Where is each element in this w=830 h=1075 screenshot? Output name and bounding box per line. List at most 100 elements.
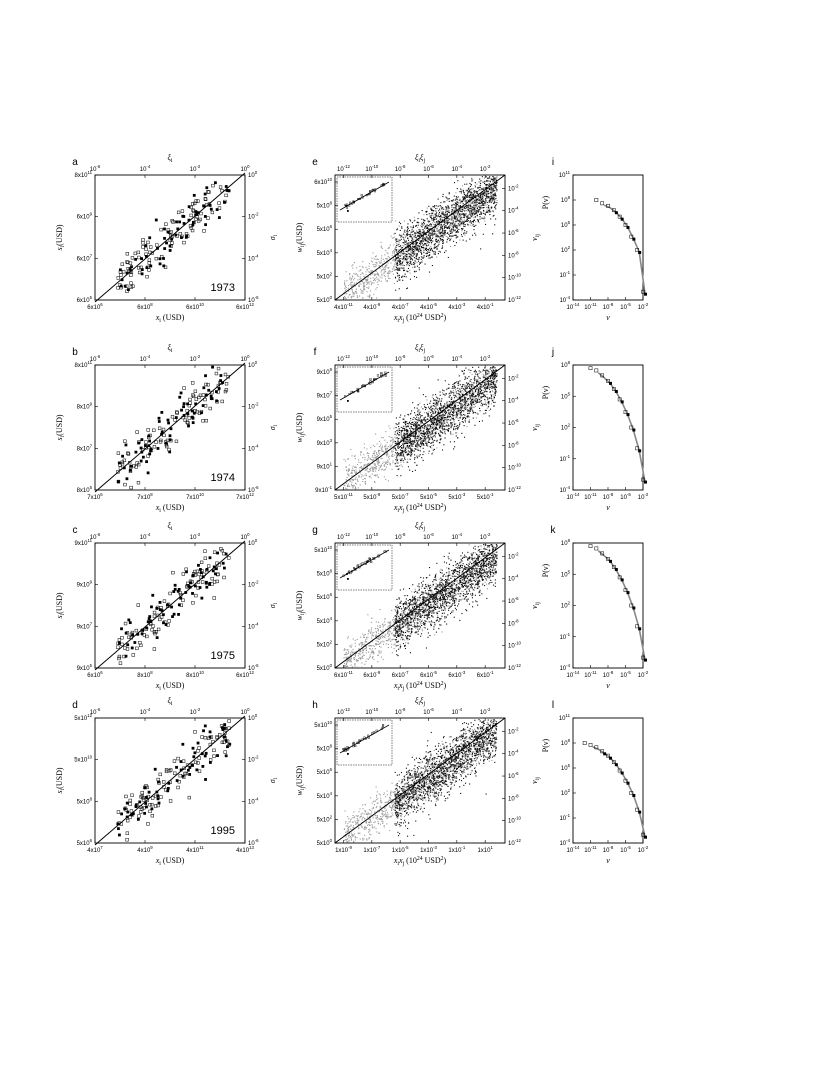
top-tick-label: 100 — [240, 164, 250, 173]
data-point — [455, 396, 457, 398]
data-point — [413, 253, 415, 255]
data-point — [464, 403, 466, 405]
data-point — [360, 288, 362, 290]
data-point — [368, 295, 370, 297]
data-point — [408, 246, 410, 248]
panel-c: c19756x10610-68x10810-48x101010-26x10121… — [55, 521, 279, 692]
data-point — [492, 197, 494, 199]
data-point — [482, 197, 484, 199]
data-point — [462, 203, 464, 205]
data-point — [436, 241, 439, 243]
data-point — [429, 225, 431, 228]
data-point — [438, 416, 440, 418]
data-point — [379, 262, 381, 264]
data-point — [494, 187, 496, 189]
data-point — [437, 253, 439, 255]
data-point — [400, 234, 402, 236]
data-point — [208, 406, 212, 411]
data-point — [383, 464, 385, 466]
data-point — [415, 445, 417, 448]
data-point — [487, 207, 489, 209]
data-point — [151, 796, 155, 800]
data-point — [431, 241, 433, 244]
data-point — [362, 297, 364, 299]
data-point — [486, 407, 488, 409]
data-point — [450, 231, 452, 233]
y-tick-label: 5x106 — [317, 224, 333, 233]
data-point — [489, 380, 491, 382]
data-point — [168, 434, 172, 438]
data-point — [406, 421, 408, 423]
data-point — [478, 199, 480, 202]
data-point — [376, 273, 378, 275]
data-point — [403, 269, 405, 271]
data-point — [375, 262, 377, 264]
data-point — [130, 646, 134, 650]
data-point — [423, 247, 425, 249]
data-point — [347, 284, 350, 287]
top-axis-label: ξi — [167, 696, 172, 707]
x-axis-label: xixj (1024 USD2) — [393, 313, 447, 324]
data-point — [474, 207, 476, 209]
data-point — [458, 410, 461, 412]
data-point — [412, 433, 414, 436]
data-point — [486, 193, 488, 195]
data-point — [442, 213, 444, 215]
x-tick-label: 7x1012 — [236, 492, 254, 501]
data-point — [431, 423, 433, 425]
data-point — [466, 401, 469, 403]
data-point — [176, 756, 180, 761]
x-tick-label: 8x1010 — [186, 670, 204, 679]
data-point — [434, 244, 436, 246]
data-point — [464, 400, 466, 403]
data-point — [494, 224, 496, 226]
data-point — [423, 431, 425, 433]
data-point — [381, 450, 383, 452]
data-point — [355, 476, 357, 478]
data-point — [344, 298, 346, 300]
data-point — [437, 428, 439, 430]
data-point — [453, 400, 455, 402]
data-point — [343, 459, 345, 461]
data-point — [227, 726, 231, 730]
data-point — [416, 231, 418, 233]
data-point — [212, 596, 216, 600]
data-point — [408, 422, 411, 424]
data-point — [369, 272, 372, 274]
data-point — [366, 269, 368, 271]
data-point — [410, 246, 412, 248]
data-point — [471, 392, 473, 394]
x-tick-label: 4x10-11 — [334, 302, 354, 311]
data-point — [357, 275, 359, 277]
data-point — [162, 780, 166, 784]
data-point — [416, 255, 418, 257]
data-point — [408, 248, 410, 250]
data-point — [410, 226, 412, 228]
data-point — [436, 235, 438, 237]
data-point — [205, 585, 209, 589]
top-tick-label: 10-6 — [90, 164, 101, 173]
data-point — [371, 269, 373, 272]
data-point — [467, 188, 469, 190]
data-point — [359, 265, 361, 267]
data-point — [435, 218, 437, 220]
data-point — [440, 408, 442, 410]
data-point — [464, 198, 466, 200]
data-point — [458, 426, 460, 428]
data-point — [457, 213, 459, 215]
data-point — [446, 221, 448, 223]
data-point — [440, 220, 442, 222]
data-point — [436, 256, 438, 258]
data-point — [486, 383, 488, 385]
data-point — [431, 422, 433, 424]
data-point — [416, 247, 418, 249]
data-point — [362, 286, 365, 288]
data-point — [470, 201, 472, 203]
data-point — [493, 367, 495, 369]
right-tick-label: 10-4 — [248, 621, 259, 630]
data-point — [461, 403, 463, 405]
data-point — [492, 394, 494, 396]
data-point — [452, 226, 454, 228]
data-point — [458, 391, 460, 393]
data-point — [351, 481, 353, 483]
